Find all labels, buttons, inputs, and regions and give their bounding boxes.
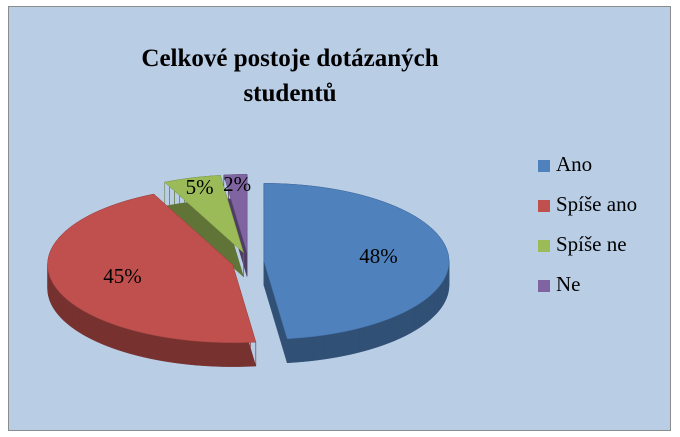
slice-top (164, 175, 245, 254)
pie-slice (164, 175, 245, 278)
legend-label: Ne (556, 272, 581, 296)
legend-swatch (538, 240, 550, 252)
legend-swatch (538, 200, 550, 212)
slice-top (47, 193, 257, 343)
data-label: 48% (359, 244, 398, 268)
pie-slice (263, 183, 450, 364)
legend-label: Spíše ne (556, 232, 627, 256)
chart-title: Celkové postoje dotázaných studentů (141, 45, 438, 107)
title-line: studentů (243, 80, 336, 107)
legend-swatch (538, 160, 550, 172)
data-label: 2% (223, 172, 251, 196)
slice-top (223, 174, 248, 253)
data-label: 5% (186, 175, 214, 199)
legend-swatch (538, 280, 550, 292)
legend-label: Spíše ano (556, 192, 637, 216)
slice-top (263, 183, 450, 340)
legend-label: Ano (556, 152, 592, 176)
pie-slice (47, 193, 257, 367)
data-label: 45% (103, 264, 142, 288)
title-line: Celkové postoje dotázaných (141, 45, 438, 72)
